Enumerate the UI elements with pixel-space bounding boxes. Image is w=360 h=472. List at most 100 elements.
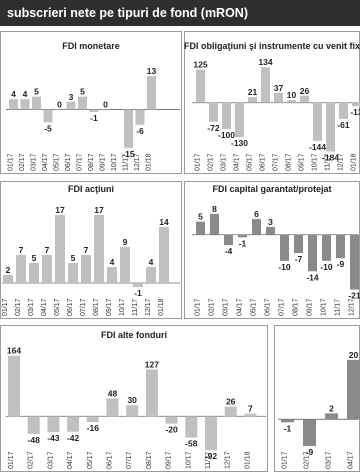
tick-label: 01/18 (158, 298, 165, 316)
chart-bar (196, 69, 205, 103)
data-label: 5 (198, 212, 203, 222)
tick-label: 06/17 (67, 298, 74, 316)
tick-label: 08/17 (88, 153, 95, 171)
tick-label: 06/17 (107, 451, 114, 469)
chart-bar (210, 213, 219, 235)
chart-panel: FDI capital garantat/protejat 5 8 -4 -1 6 3 -10… (184, 181, 360, 319)
data-label: -21 (348, 291, 360, 301)
tick-label: 09/17 (106, 298, 113, 316)
chart-bar (261, 67, 270, 103)
chart-bar (347, 359, 360, 420)
tick-label: 09/17 (307, 298, 314, 316)
page-title: subscrieri nete pe tipuri de fond (mRON) (7, 6, 248, 20)
data-label: 0 (57, 99, 62, 109)
chart-bar (147, 76, 156, 110)
chart-bar (106, 398, 119, 417)
data-label: 7 (84, 245, 89, 255)
tick-label: 05/17 (247, 153, 254, 171)
data-label: 17 (55, 205, 65, 215)
chart-bar (29, 263, 39, 283)
data-label: -6 (136, 126, 144, 136)
data-label: -61 (337, 120, 350, 130)
data-label: 5 (34, 87, 39, 97)
chart-bar (313, 102, 322, 141)
panel-frame (0, 325, 268, 472)
data-label: 5 (32, 253, 37, 263)
tick-label: 01/17 (2, 298, 9, 316)
tick-label: 11/17 (335, 299, 342, 316)
data-label: -9 (337, 259, 345, 269)
tick-label: 10/17 (312, 153, 319, 171)
data-label: -1 (284, 423, 292, 433)
chart-bar (326, 102, 335, 152)
tick-label: 02/17 (28, 451, 35, 469)
tick-label: 11/17 (132, 299, 139, 316)
data-label: -184 (322, 152, 339, 162)
chart-bar (244, 413, 257, 417)
data-label: 3 (69, 92, 74, 102)
chart-title: FDI obligaţiuni şi instrumente cu venit … (184, 41, 360, 51)
chart-bar (126, 405, 139, 417)
chart-bar (3, 275, 13, 283)
chart-panel: FDI monetare 4 4 5 -5 0 3 5 -1 0 -15 -6 13 01/17 02/17… (0, 31, 182, 174)
chart-bar (339, 102, 348, 119)
data-label: -130 (231, 138, 248, 148)
data-label: -144 (309, 142, 326, 152)
data-label: 127 (145, 359, 159, 369)
data-label: -1 (239, 238, 247, 248)
data-label: 4 (110, 257, 115, 267)
data-label: -1 (134, 288, 142, 298)
chart-bar (133, 283, 143, 287)
data-label: -58 (185, 439, 198, 449)
chart-bar (32, 96, 41, 110)
data-label: -15 (122, 149, 135, 159)
data-label: -48 (28, 435, 41, 445)
data-label: -92 (205, 451, 218, 461)
header-banner: subscrieri nete pe tipuri de fond (mRON) (0, 0, 360, 26)
tick-label: 09/17 (100, 153, 107, 171)
tick-label: 01/17 (195, 298, 202, 316)
tick-label: 06/17 (260, 153, 267, 171)
data-label: -5 (44, 123, 52, 133)
tick-label: 10/17 (119, 298, 126, 316)
chart-bar (303, 419, 316, 447)
tick-label: 07/17 (279, 298, 286, 316)
tick-label: 12/17 (225, 451, 232, 469)
panel-frame (184, 181, 360, 319)
tick-label: 04/17 (237, 298, 244, 316)
panel-frame (274, 325, 360, 472)
tick-label: 04/17 (67, 451, 74, 469)
data-label: 13 (147, 66, 157, 76)
data-label: 2 (329, 403, 334, 413)
tick-label: 09/17 (166, 451, 173, 469)
tick-label: 04/17 (41, 298, 48, 316)
chart-bar (146, 267, 156, 283)
data-label: -10 (278, 262, 291, 272)
tick-label: 01/17 (195, 153, 202, 171)
data-label: 5 (71, 253, 76, 263)
chart-bar (205, 416, 217, 451)
tick-label: 03/17 (31, 153, 38, 171)
tick-label: 03/17 (28, 298, 35, 316)
chart-svg: FDI alte fonduri 164 -48 -43 -42 -16 48 30 127 -2… (0, 325, 268, 472)
chart-svg: FDI obligaţiuni şi instrumente cu venit … (184, 31, 360, 174)
tick-label: 01/17 (8, 153, 15, 171)
tick-label: 06/17 (265, 298, 272, 316)
data-label: 4 (149, 257, 154, 267)
data-label: 3 (268, 217, 273, 227)
data-label: 14 (159, 217, 169, 227)
chart-bar (67, 416, 80, 432)
tick-label: 08/17 (286, 153, 293, 171)
tick-label: 02/17 (208, 153, 215, 171)
chart-bar (159, 227, 169, 283)
chart-bar (78, 96, 87, 110)
chart-bar (294, 234, 303, 253)
chart-bar (27, 416, 40, 434)
chart-panel: FDI acţiuni 2 7 5 7 17 5 7 17 4 9 -1 4 14 01/17 02/17 03… (0, 181, 182, 319)
chart-panel: -1 -9 2 20 01/17 02/17 03/17 04/17 (274, 325, 360, 472)
tick-label: 01/18 (351, 153, 358, 171)
chart-title: FDI alte fonduri (101, 330, 167, 340)
tick-label: 07/17 (77, 153, 84, 171)
